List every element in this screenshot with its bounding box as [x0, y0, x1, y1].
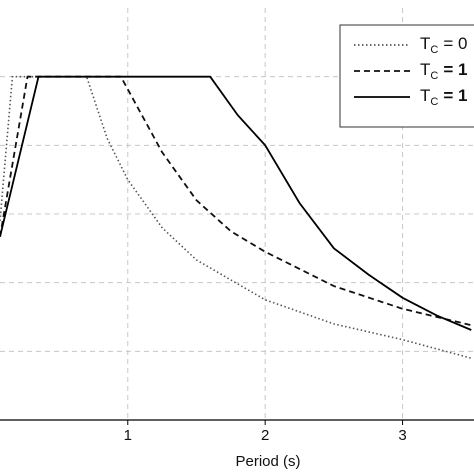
legend-box [339, 24, 474, 128]
lines [0, 75, 472, 359]
legend-label: TC = 1 [420, 86, 467, 107]
legend-label: TC = 1 [420, 60, 467, 81]
x-tick-label: 1 [124, 427, 132, 444]
series-line [0, 75, 472, 331]
x-tick-label: 3 [398, 427, 406, 444]
legend-name: T [420, 86, 430, 105]
legend-suffix: = 0 [443, 34, 467, 53]
legend: TC = 0TC = 1TC = 1 [339, 24, 474, 128]
x-tick-label: 2 [261, 427, 269, 444]
series-line [0, 75, 472, 327]
grid [0, 8, 474, 425]
legend-name: T [420, 34, 430, 53]
x-axis-label: Period (s) [235, 453, 300, 470]
legend-name: T [420, 60, 430, 79]
legend-subscript: C [430, 44, 438, 56]
legend-subscript: C [430, 96, 438, 108]
series-line [0, 75, 472, 359]
legend-label: TC = 0 [420, 34, 467, 55]
legend-suffix: = 1 [443, 60, 467, 79]
legend-subscript: C [430, 70, 438, 82]
legend-suffix: = 1 [443, 86, 467, 105]
